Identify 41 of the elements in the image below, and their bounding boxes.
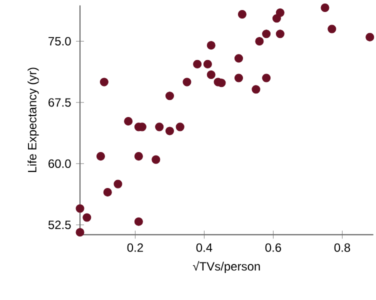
point — [165, 126, 174, 136]
point — [193, 60, 202, 68]
point — [76, 228, 84, 236]
point — [276, 30, 284, 38]
y-tick-label: 60.0 — [48, 159, 71, 168]
point — [206, 70, 216, 79]
y-tick-label: 75.0 — [48, 36, 71, 46]
point — [262, 74, 271, 82]
point — [124, 116, 133, 126]
point — [252, 85, 260, 94]
point — [76, 204, 84, 213]
point — [103, 188, 112, 196]
y-tick-label: 67.5 — [48, 98, 71, 107]
point — [114, 180, 122, 188]
point — [165, 92, 174, 100]
point — [155, 122, 164, 132]
y-tick-label: 52.5 — [48, 220, 71, 230]
point — [255, 36, 264, 46]
point — [272, 14, 281, 23]
x-tick-label: 0.8 — [334, 243, 350, 252]
x-tick-label: 0.6 — [265, 243, 282, 252]
point — [96, 152, 105, 161]
point — [100, 78, 108, 86]
x-axis-title: √TVs/person — [192, 261, 260, 273]
point — [262, 30, 271, 38]
point — [203, 60, 212, 68]
point — [134, 217, 143, 226]
point — [320, 4, 330, 12]
x-tick-label: 0.2 — [127, 243, 143, 252]
x-tick-label: 0.4 — [196, 243, 212, 252]
point — [152, 155, 160, 164]
point — [206, 41, 216, 50]
y-axis-title: Life Expectancy (yr) — [28, 68, 39, 172]
point — [234, 54, 244, 63]
point — [238, 10, 246, 19]
point — [182, 78, 192, 86]
point — [328, 24, 336, 34]
point — [234, 74, 244, 82]
point — [82, 213, 92, 222]
point — [176, 122, 184, 132]
point — [134, 152, 143, 161]
